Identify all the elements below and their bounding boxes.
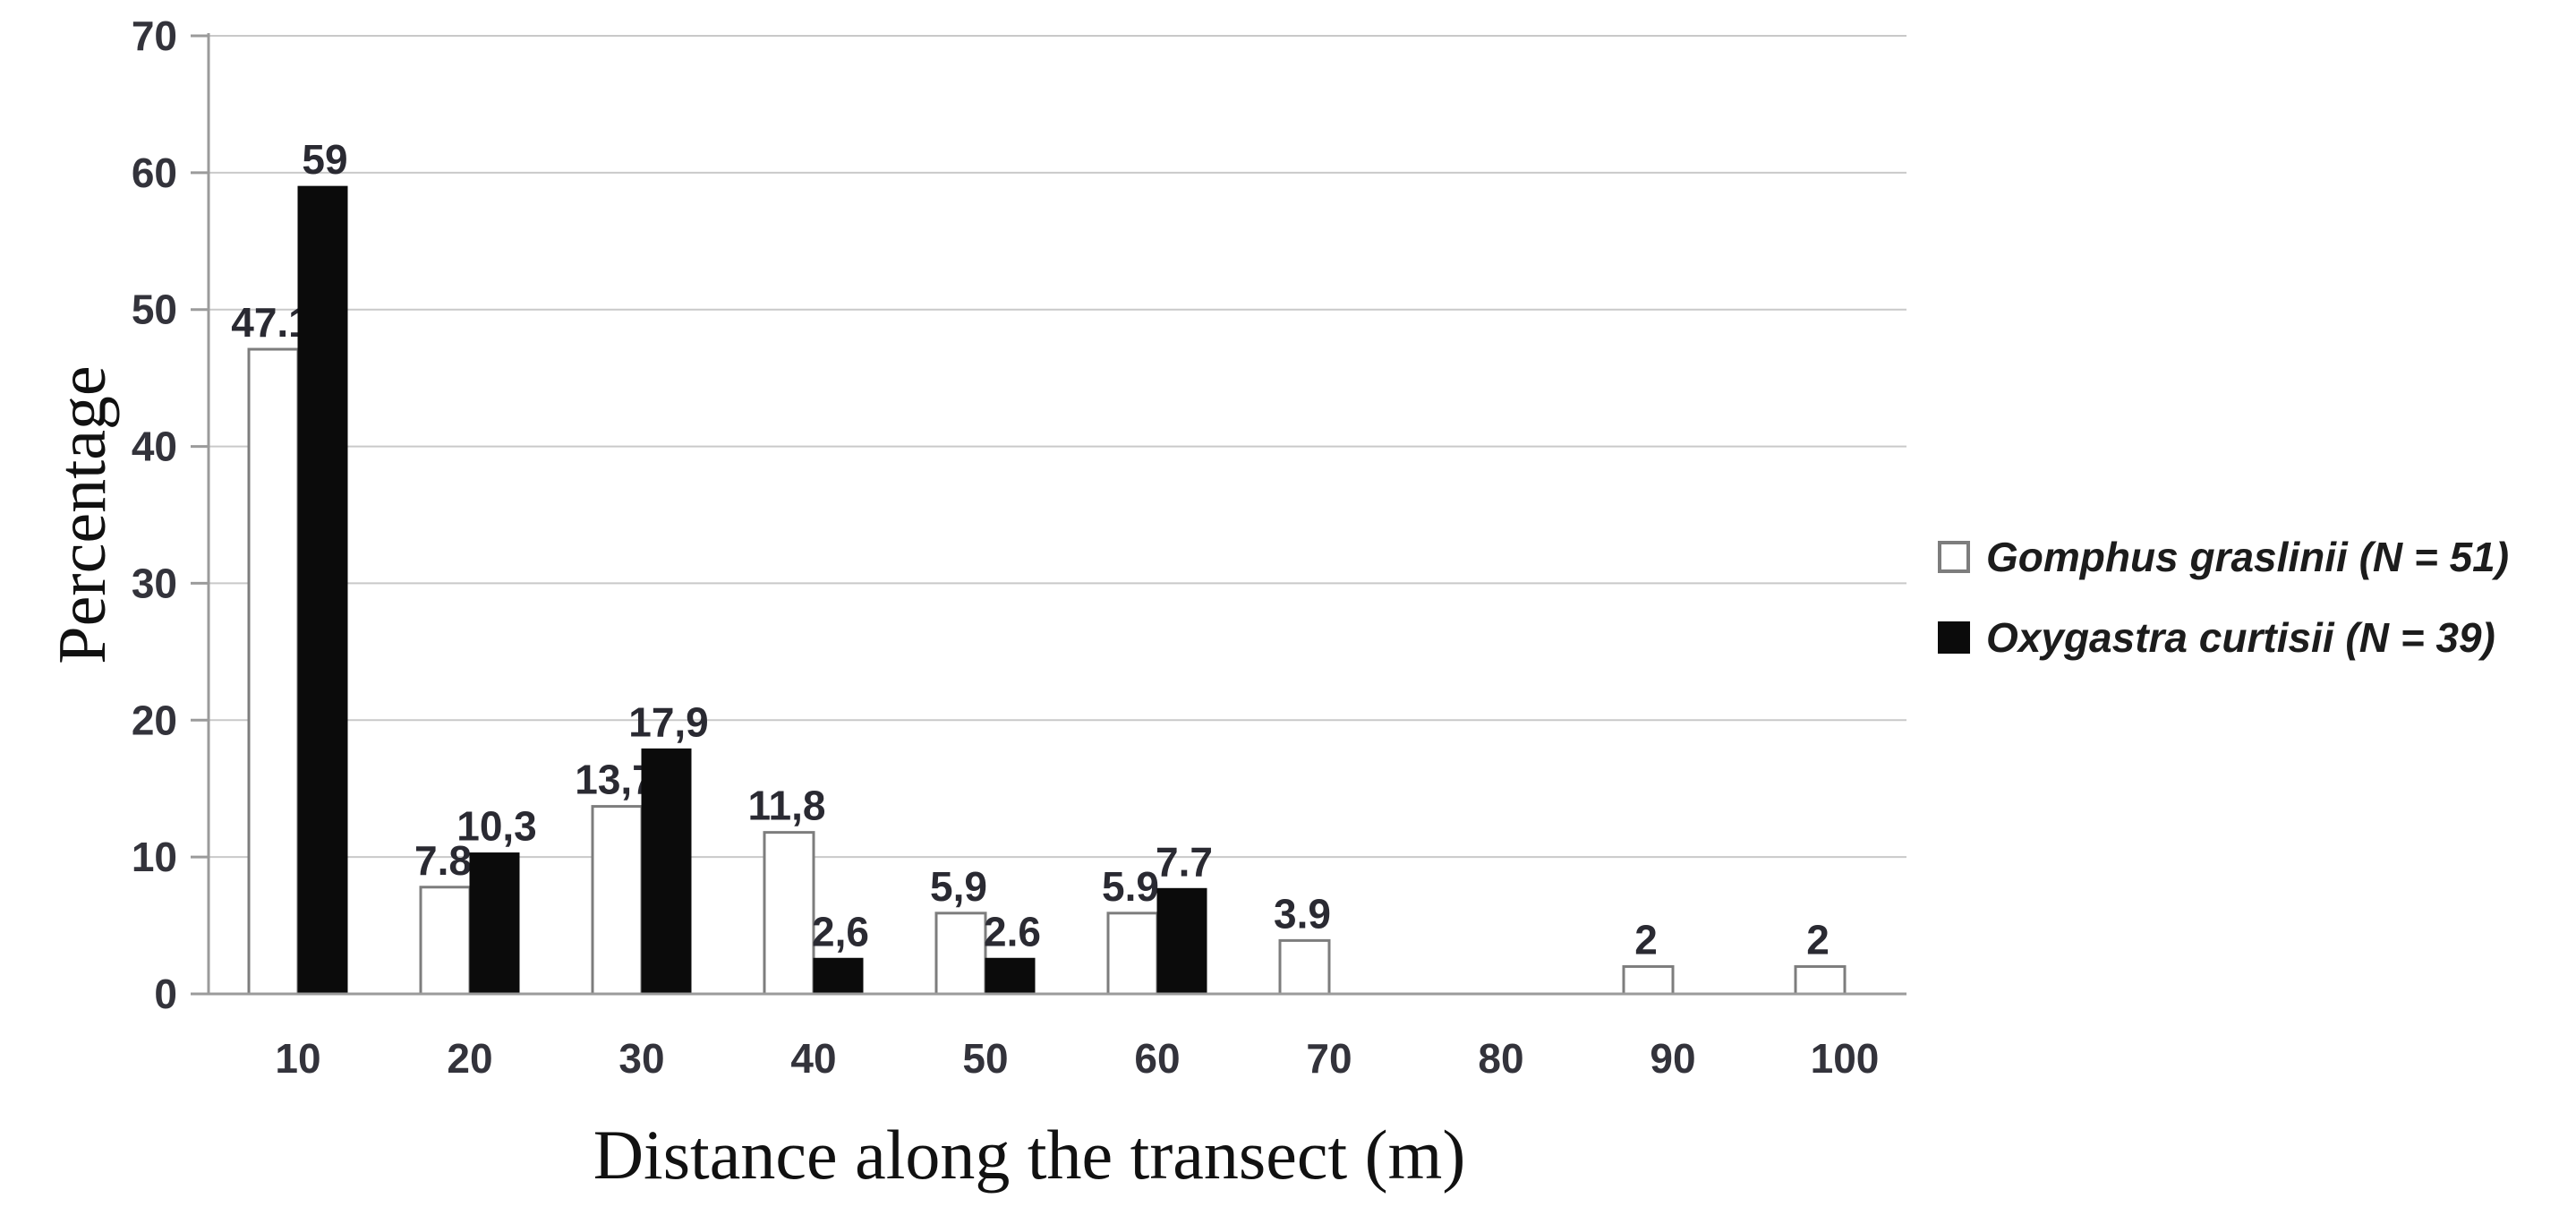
y-tick-label: 70: [132, 13, 177, 59]
oxygastra-legend-marker-icon: [1938, 621, 1970, 654]
y-tick-label: 30: [132, 560, 177, 606]
value-label: 2: [1634, 916, 1658, 963]
x-tick-label: 70: [1306, 1035, 1352, 1082]
bar-oxygastra: [469, 852, 520, 995]
x-tick-label: 50: [962, 1035, 1008, 1082]
value-label: 7.7: [1156, 838, 1213, 885]
value-label: 17,9: [628, 698, 709, 745]
bar-oxygastra: [641, 748, 692, 995]
value-label: 59: [302, 136, 347, 183]
legend: Gomphus graslinii (N = 51) Oxygastra cur…: [1938, 534, 2509, 661]
bar-gomphus: [1278, 938, 1331, 996]
bar-gomphus: [1106, 912, 1159, 996]
value-label: 2.6: [984, 908, 1041, 954]
value-label: 2: [1806, 916, 1830, 963]
value-label: 3.9: [1274, 890, 1331, 937]
x-tick-label: 90: [1650, 1035, 1695, 1082]
x-axis-title: Distance along the transect (m): [593, 1116, 1466, 1194]
x-tick-label: 30: [618, 1035, 664, 1082]
bar-gomphus: [934, 912, 987, 996]
bar-oxygastra: [985, 957, 1036, 995]
bar-gomphus: [1622, 964, 1675, 996]
y-tick-label: 10: [132, 834, 177, 880]
bar-oxygastra: [1156, 887, 1207, 995]
bar-gomphus: [419, 886, 472, 996]
x-tick-label: 100: [1811, 1035, 1880, 1082]
y-tick-label: 60: [132, 150, 177, 196]
gomphus-legend-label: Gomphus graslinii (N = 51): [1986, 534, 2510, 580]
x-tick-label: 80: [1478, 1035, 1523, 1082]
x-tick-label: 60: [1134, 1035, 1180, 1082]
value-label: 2,6: [812, 908, 869, 954]
bar-oxygastra: [297, 185, 348, 995]
y-tick-label: 40: [132, 424, 177, 470]
value-label: 10,3: [456, 803, 537, 850]
x-tick-label: 40: [790, 1035, 836, 1082]
legend-item-oxygastra: Oxygastra curtisii (N = 39): [1938, 614, 2509, 661]
y-axis-title: Percentage: [45, 365, 120, 664]
bar-gomphus: [247, 347, 300, 996]
bar-oxygastra: [813, 957, 864, 995]
value-label: 11,8: [748, 783, 826, 829]
value-label: 5,9: [930, 863, 987, 910]
value-label: 5.9: [1102, 863, 1159, 910]
x-tick-label: 20: [447, 1035, 492, 1082]
oxygastra-legend-label: Oxygastra curtisii (N = 39): [1986, 614, 2495, 661]
x-tick-label: 10: [275, 1035, 320, 1082]
y-tick-label: 0: [154, 971, 177, 1017]
legend-item-gomphus: Gomphus graslinii (N = 51): [1938, 534, 2509, 580]
bar-gomphus: [591, 805, 644, 996]
bar-gomphus: [763, 831, 815, 996]
bar-gomphus: [1794, 964, 1847, 996]
y-tick-label: 50: [132, 287, 177, 333]
gomphus-legend-marker-icon: [1938, 541, 1970, 573]
value-label: 7.8: [414, 837, 472, 884]
y-tick-label: 20: [132, 697, 177, 743]
